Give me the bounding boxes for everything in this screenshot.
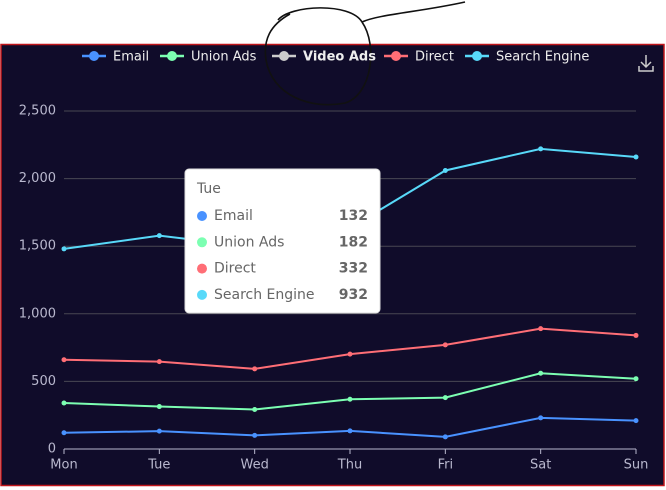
data-point [442,342,448,348]
legend-icon-dot [89,51,99,61]
legend-label: Search Engine [496,50,589,65]
legend-icon-dot [472,51,482,61]
tooltip-dot [197,289,207,300]
data-point [633,418,639,424]
tooltip-title: Tue [196,181,221,197]
tooltip-value: 932 [339,287,368,303]
tooltip-box [184,168,381,314]
x-tick-label: Wed [240,458,268,473]
tooltip-value: 132 [339,208,368,224]
data-point [633,332,639,338]
data-point [156,404,162,410]
tooltip: Tue Email 132 Union Ads 182 Direct 332 Search E… [184,168,381,314]
tooltip-dot [197,263,207,274]
data-point [347,428,353,434]
data-point [61,246,67,252]
legend-label: Video Ads [303,50,376,65]
x-tick-label: Thu [337,458,362,473]
y-tick-label: 1,000 [19,306,56,321]
legend-label: Direct [415,50,454,65]
legend-icon-dot [167,51,177,61]
data-point [538,370,544,376]
data-point [538,415,544,421]
tooltip-series-name: Search Engine [214,287,315,303]
legend-icon-dot [391,51,401,61]
data-point [538,326,544,332]
x-tick-label: Sun [624,458,649,473]
data-point [633,376,639,382]
legend: Email Union Ads Video Ads Direct Search Engi… [82,50,589,65]
tooltip-series-name: Email [214,208,253,224]
download-glyph [638,55,654,72]
x-tick-label: Fri [438,458,454,473]
data-point [538,146,544,152]
tooltip-series-name: Direct [214,261,256,277]
tooltip-value: 332 [339,261,368,277]
download-icon[interactable] [638,55,654,72]
legend-icon-dot [279,51,289,61]
y-tick-label: 2,500 [19,104,56,119]
data-point [156,359,162,365]
x-tick-label: Mon [50,458,77,473]
x-tick-label: Sat [530,458,551,473]
data-point [347,396,353,402]
data-point [633,154,639,160]
data-point [442,434,448,440]
data-point [442,167,448,173]
y-tick-label: 500 [31,374,56,389]
data-point [61,430,67,436]
data-point [156,233,162,239]
data-point [252,366,258,372]
tooltip-value: 182 [339,234,368,250]
data-point [252,432,258,438]
plot-area: 0 500 1,000 1,500 2,000 2,500 Mon Tue Wed Thu Fri S… [19,104,649,473]
x-tick-label: Tue [147,458,170,473]
tooltip-dot [197,211,207,221]
hand-drawn-annotation [264,1,466,106]
y-tick-label: 0 [48,442,56,457]
data-point [61,400,67,406]
data-point [61,357,67,363]
tooltip-series-name: Union Ads [214,234,284,250]
legend-label: Union Ads [191,50,257,65]
data-point [252,407,258,413]
y-tick-label: 1,500 [19,239,56,254]
data-point [347,351,353,357]
tooltip-dot [197,237,207,248]
y-tick-label: 2,000 [19,171,56,186]
legend-label: Email [113,50,149,65]
data-point [156,428,162,434]
data-point [442,395,448,401]
